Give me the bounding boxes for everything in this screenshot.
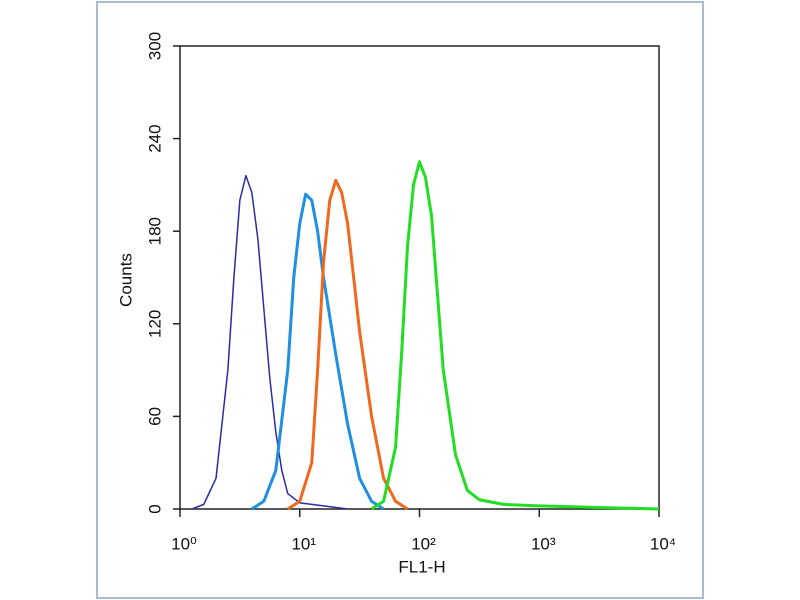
y-tick-label: 300 — [145, 32, 164, 60]
y-axis-label: Counts — [116, 253, 135, 307]
histogram-line — [251, 192, 385, 511]
histogram-line — [370, 160, 660, 511]
y-tick-label: 120 — [145, 310, 164, 338]
x-tick-label: 10¹ — [291, 534, 316, 553]
y-tick-label: 240 — [145, 124, 164, 152]
x-tick-label: 10⁰ — [171, 534, 197, 553]
y-tick-label: 60 — [145, 407, 164, 426]
y-tick-label: 0 — [145, 504, 164, 513]
histogram-line — [191, 174, 348, 510]
y-tick-label: 180 — [145, 217, 164, 245]
frame — [96, 1, 704, 599]
x-tick-label: 10³ — [531, 534, 556, 553]
x-tick-label: 10⁴ — [650, 534, 676, 553]
histogram-line — [286, 178, 409, 511]
x-tick-label: 10² — [411, 534, 436, 553]
x-axis-label: FL1-H — [398, 557, 445, 576]
